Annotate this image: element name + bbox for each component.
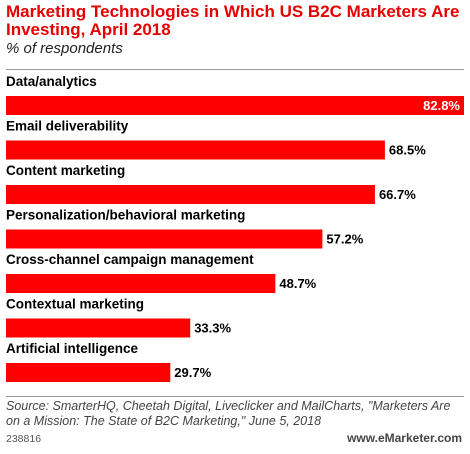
bar bbox=[6, 229, 323, 249]
category-label: Data/analytics bbox=[6, 74, 97, 89]
bar bbox=[6, 140, 385, 160]
bar bbox=[6, 274, 276, 293]
value-label: 48.7% bbox=[279, 276, 316, 291]
value-label: 66.7% bbox=[379, 187, 416, 202]
category-label: Artificial intelligence bbox=[6, 341, 139, 356]
bar bbox=[6, 96, 464, 115]
source-note: Source: SmarterHQ, Cheetah Digital, Live… bbox=[6, 399, 451, 428]
category-label: Content marketing bbox=[6, 163, 125, 178]
value-label: 29.7% bbox=[174, 365, 211, 380]
value-label: 68.5% bbox=[389, 143, 426, 158]
bar bbox=[6, 363, 171, 382]
chart-title: Marketing Technologies in Which US B2C M… bbox=[6, 2, 460, 39]
value-label: 33.3% bbox=[194, 321, 231, 336]
category-label: Email deliverability bbox=[6, 119, 129, 134]
source-divider bbox=[6, 396, 464, 397]
bar-chart: Data/analytics 82.8% Email deliverability 6… bbox=[6, 74, 464, 382]
bar bbox=[6, 185, 375, 204]
value-label: 82.8% bbox=[423, 98, 460, 113]
brand-url: www.eMarketer.com bbox=[347, 431, 462, 445]
category-label: Cross-channel campaign management bbox=[6, 252, 254, 267]
chart-id: 238816 bbox=[6, 433, 42, 445]
bar bbox=[6, 318, 191, 338]
category-label: Contextual marketing bbox=[6, 297, 144, 312]
top-divider bbox=[6, 69, 464, 70]
chart-subtitle: % of respondents bbox=[6, 40, 123, 57]
category-label: Personalization/behavioral marketing bbox=[6, 208, 245, 223]
value-label: 57.2% bbox=[326, 232, 363, 247]
